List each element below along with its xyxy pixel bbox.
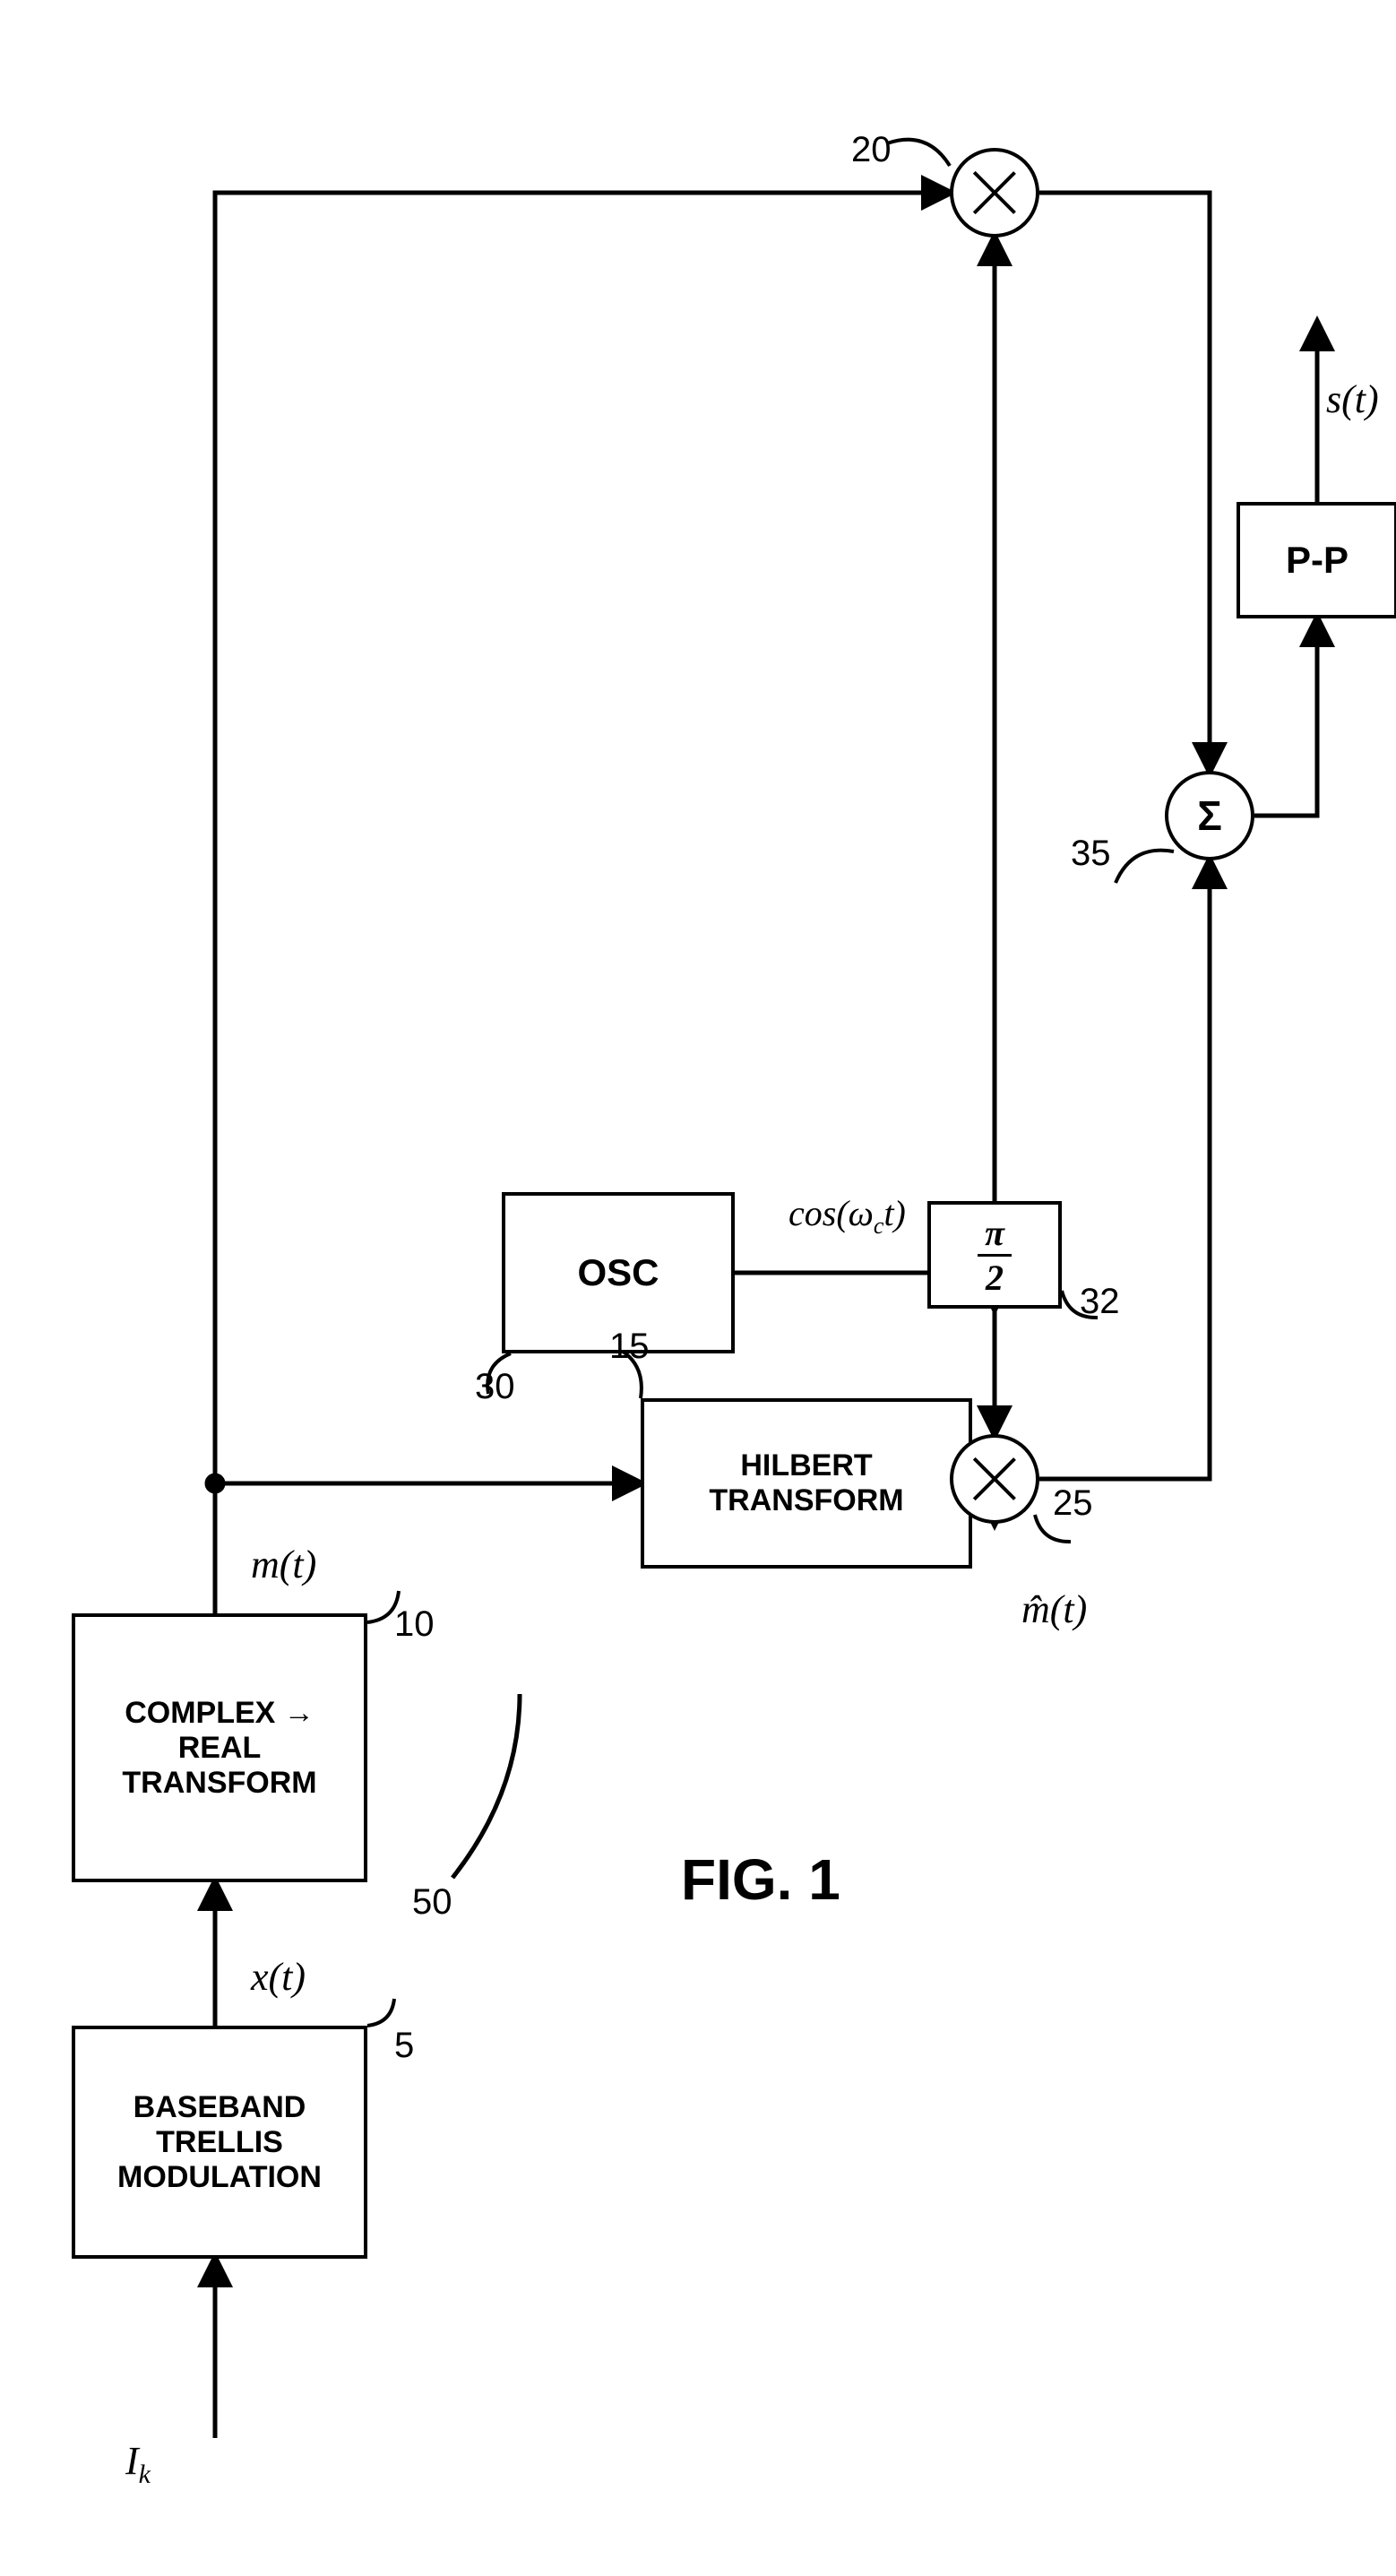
block-pi-over-2: π 2 — [927, 1201, 1062, 1309]
refnum-35: 35 — [1071, 834, 1111, 874]
block-label: P-P — [1286, 539, 1349, 582]
refnum-32: 32 — [1080, 1282, 1120, 1322]
label-st: s(t) — [1326, 376, 1379, 422]
refnum-15: 15 — [609, 1327, 650, 1367]
label-cos: cos(ωct) — [788, 1192, 906, 1240]
label-xt: x(t) — [251, 1954, 306, 2000]
refnum-50: 50 — [412, 1882, 452, 1923]
refnum-5: 5 — [394, 2026, 414, 2066]
block-complex-real-transform: COMPLEX → REAL TRANSFORM — [72, 1613, 367, 1882]
refnum-30: 30 — [475, 1367, 515, 1407]
summer-label: Σ — [1197, 791, 1222, 840]
block-label: COMPLEX → REAL TRANSFORM — [81, 1696, 358, 1801]
refnum-10: 10 — [394, 1604, 435, 1645]
mixer-20 — [950, 148, 1039, 238]
diagram-canvas: BASEBAND TRELLIS MODULATION COMPLEX → RE… — [0, 0, 1396, 2576]
block-label: HILBERT TRANSFORM — [709, 1448, 903, 1518]
block-baseband-trellis-modulation: BASEBAND TRELLIS MODULATION — [72, 2026, 367, 2259]
block-label: BASEBAND TRELLIS MODULATION — [117, 2090, 322, 2195]
block-label: OSC — [577, 1251, 659, 1294]
summer-35: Σ — [1165, 771, 1254, 860]
refnum-20: 20 — [851, 130, 892, 170]
mixer-25 — [950, 1434, 1039, 1524]
figure-label: FIG. 1 — [681, 1846, 840, 1913]
block-hilbert-transform: HILBERT TRANSFORM — [641, 1398, 972, 1569]
label-mt: m(t) — [251, 1542, 316, 1587]
label-ik: Ik — [125, 2438, 151, 2490]
block-p-p: P-P — [1237, 502, 1396, 618]
refnum-25: 25 — [1053, 1483, 1093, 1524]
pi-over-2-label: π 2 — [978, 1212, 1012, 1299]
label-mhat: m̂(t) — [1021, 1586, 1087, 1632]
